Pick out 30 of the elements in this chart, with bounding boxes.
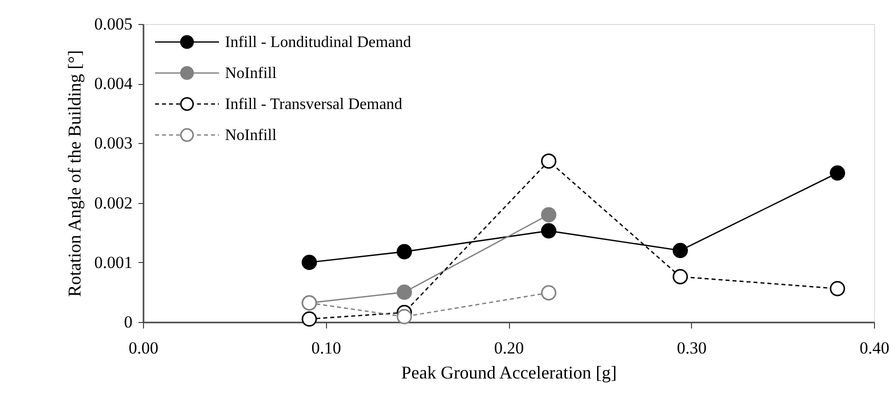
point: [830, 280, 846, 296]
point: [541, 153, 556, 169]
point: [396, 284, 412, 300]
y-tick-label: 0.001: [94, 252, 132, 272]
x-tick-label: 0.20: [494, 338, 524, 358]
point: [396, 309, 412, 324]
point: [541, 207, 556, 222]
legend-label: NoInfill: [225, 65, 278, 82]
y-tick-label: 0.003: [94, 134, 132, 153]
x-tick-label: 0.00: [128, 338, 158, 358]
point: [541, 285, 556, 300]
point: [541, 223, 556, 238]
point: [302, 254, 317, 270]
point: [302, 311, 317, 327]
y-tick-label: 0.002: [94, 193, 132, 212]
x-tick-label: 0.40: [860, 338, 890, 358]
point: [830, 165, 846, 181]
y-tick-label: 0.005: [94, 14, 132, 34]
y-tick-label: 0.004: [94, 74, 133, 94]
point: [396, 244, 412, 260]
x-tick-label: 0.10: [311, 338, 342, 358]
legend-label: Infill - Londitudinal Demand: [225, 34, 412, 51]
y-tick-label: 0: [124, 312, 132, 332]
y-axis-title: Rotation Angle of the Building [°]: [64, 50, 84, 297]
point: [672, 242, 688, 258]
legend-label: NoInfill: [225, 127, 278, 144]
point: [672, 269, 688, 284]
x-axis-title: Peak Ground Acceleration [g]: [401, 362, 617, 382]
legend-label: Infill - Transversal Demand: [225, 96, 402, 113]
x-tick-label: 0.30: [676, 338, 707, 358]
